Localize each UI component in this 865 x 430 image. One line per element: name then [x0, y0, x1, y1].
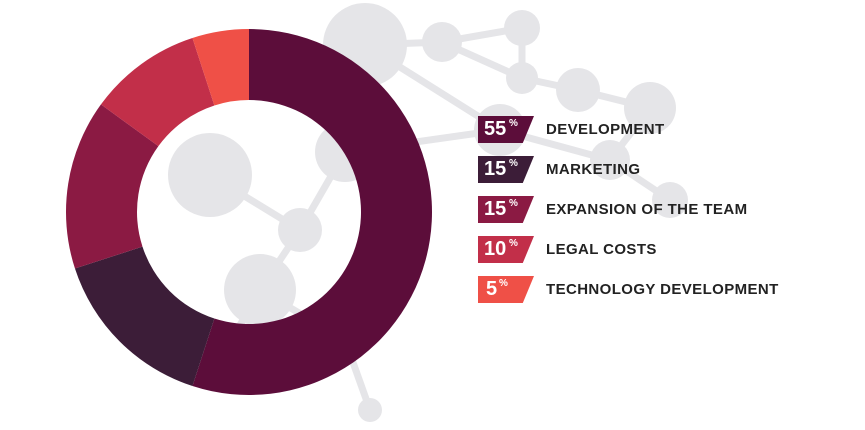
legend-swatch: 15%: [478, 196, 534, 223]
molecule-node: [504, 10, 540, 46]
donut-slice-marketing: [74, 246, 215, 387]
legend-swatch: 55%: [478, 116, 534, 143]
legend-percent-sign: %: [509, 198, 518, 209]
molecule-node: [652, 182, 688, 218]
molecule-node: [358, 398, 382, 422]
legend-swatch: 10%: [478, 236, 534, 263]
chart-legend: 55% DEVELOPMENT 15% MARKETING 15% EXPANSION O…: [478, 114, 858, 314]
legend-label: MARKETING: [546, 161, 641, 178]
legend-swatch: 5%: [478, 276, 534, 303]
legend-value: 15: [484, 158, 507, 180]
legend-value: 5: [486, 278, 498, 300]
molecule-node: [556, 68, 600, 112]
molecule-node: [168, 133, 252, 217]
donut-slice-development: [192, 29, 433, 396]
donut-chart: [65, 29, 433, 396]
molecule-node: [224, 254, 296, 326]
molecule-node: [624, 82, 676, 134]
legend-label: LEGAL COSTS: [546, 241, 657, 258]
legend-item: 55% DEVELOPMENT: [478, 114, 858, 154]
legend-label: DEVELOPMENT: [546, 121, 665, 138]
legend-percent-sign: %: [509, 118, 518, 129]
legend-item: 15% MARKETING: [478, 154, 858, 194]
legend-value: 15: [484, 198, 507, 220]
legend-percent-sign: %: [509, 158, 518, 169]
legend-item: 15% EXPANSION OF THE TEAM: [478, 194, 858, 234]
molecule-node: [422, 22, 462, 62]
legend-label: EXPANSION OF THE TEAM: [546, 201, 748, 218]
legend-swatch: 15%: [478, 156, 534, 183]
donut-slice-expansion-of-the-team: [65, 104, 159, 269]
molecule-node: [506, 62, 538, 94]
molecule-node: [278, 208, 322, 252]
legend-item: 5% TECHNOLOGY DEVELOPMENT: [478, 274, 858, 314]
legend-percent-sign: %: [509, 238, 518, 249]
legend-label: TECHNOLOGY DEVELOPMENT: [546, 281, 779, 298]
legend-percent-sign: %: [499, 278, 508, 289]
molecule-node: [590, 140, 630, 180]
donut-slice-technology-development: [192, 29, 249, 106]
legend-value: 10: [484, 238, 507, 260]
legend-item: 10% LEGAL COSTS: [478, 234, 858, 274]
donut-slice-legal-costs: [100, 37, 215, 147]
legend-value: 55: [484, 118, 507, 140]
